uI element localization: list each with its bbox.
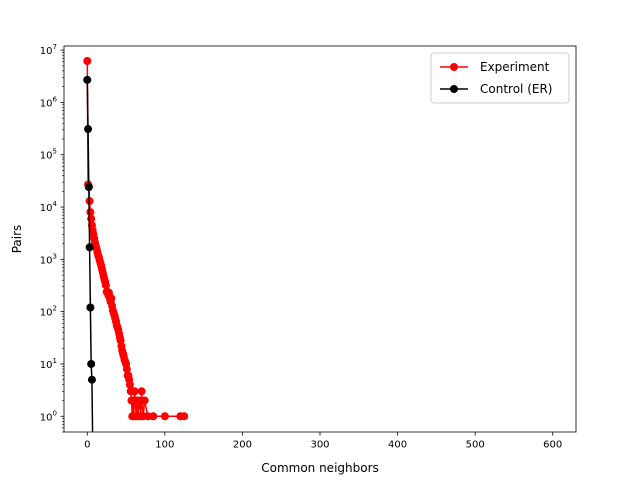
y-tick-label: 104: [40, 200, 58, 214]
y-tick-label: 107: [40, 43, 57, 57]
y-tick-label: 106: [40, 95, 58, 109]
y-tick-label: 100: [40, 409, 57, 423]
data-point: [101, 281, 110, 290]
data-point: [84, 125, 93, 134]
legend-label: Control (ER): [480, 82, 552, 96]
legend-label: Experiment: [480, 60, 550, 74]
x-axis: 0 100 200 300 400 500 600: [84, 432, 562, 451]
data-point: [160, 412, 169, 421]
data-point: [180, 412, 189, 421]
y-tick-label: 103: [40, 252, 57, 266]
data-point: [130, 387, 139, 396]
data-point: [122, 365, 131, 374]
data-point: [86, 303, 95, 312]
y-axis: 100 101 102 103 104 105 106 107: [40, 43, 64, 433]
data-point: [83, 57, 92, 65]
x-tick-label: 500: [466, 440, 485, 451]
y-tick-label: 102: [40, 305, 57, 319]
x-tick-label: 200: [233, 440, 252, 451]
plot-area: [83, 57, 189, 432]
legend-marker: [450, 85, 458, 93]
legend-marker: [450, 63, 458, 71]
data-point: [87, 375, 96, 384]
data-point: [140, 396, 149, 405]
legend-entry: Control (ER): [440, 82, 552, 96]
data-point: [83, 75, 92, 84]
x-axis-label: Common neighbors: [261, 461, 379, 475]
legend-entry: Experiment: [440, 60, 550, 74]
x-tick-label: 400: [388, 440, 407, 451]
x-tick-label: 100: [155, 440, 174, 451]
data-point: [137, 387, 146, 396]
data-point: [149, 412, 158, 421]
y-tick-label: 105: [40, 148, 57, 162]
data-point: [85, 243, 94, 252]
legend-box: [430, 52, 570, 104]
y-tick-label: 101: [40, 357, 57, 371]
legend: Experiment Control (ER): [430, 52, 570, 104]
data-point: [87, 359, 96, 368]
data-point: [125, 380, 134, 389]
series-experiment: [83, 57, 189, 421]
x-tick-label: 600: [543, 440, 562, 451]
series-control-er: [83, 75, 96, 432]
data-point: [84, 183, 93, 192]
x-tick-label: 300: [310, 440, 329, 451]
x-tick-label: 0: [84, 440, 90, 451]
y-axis-label: Pairs: [10, 225, 24, 254]
data-point: [107, 294, 116, 303]
